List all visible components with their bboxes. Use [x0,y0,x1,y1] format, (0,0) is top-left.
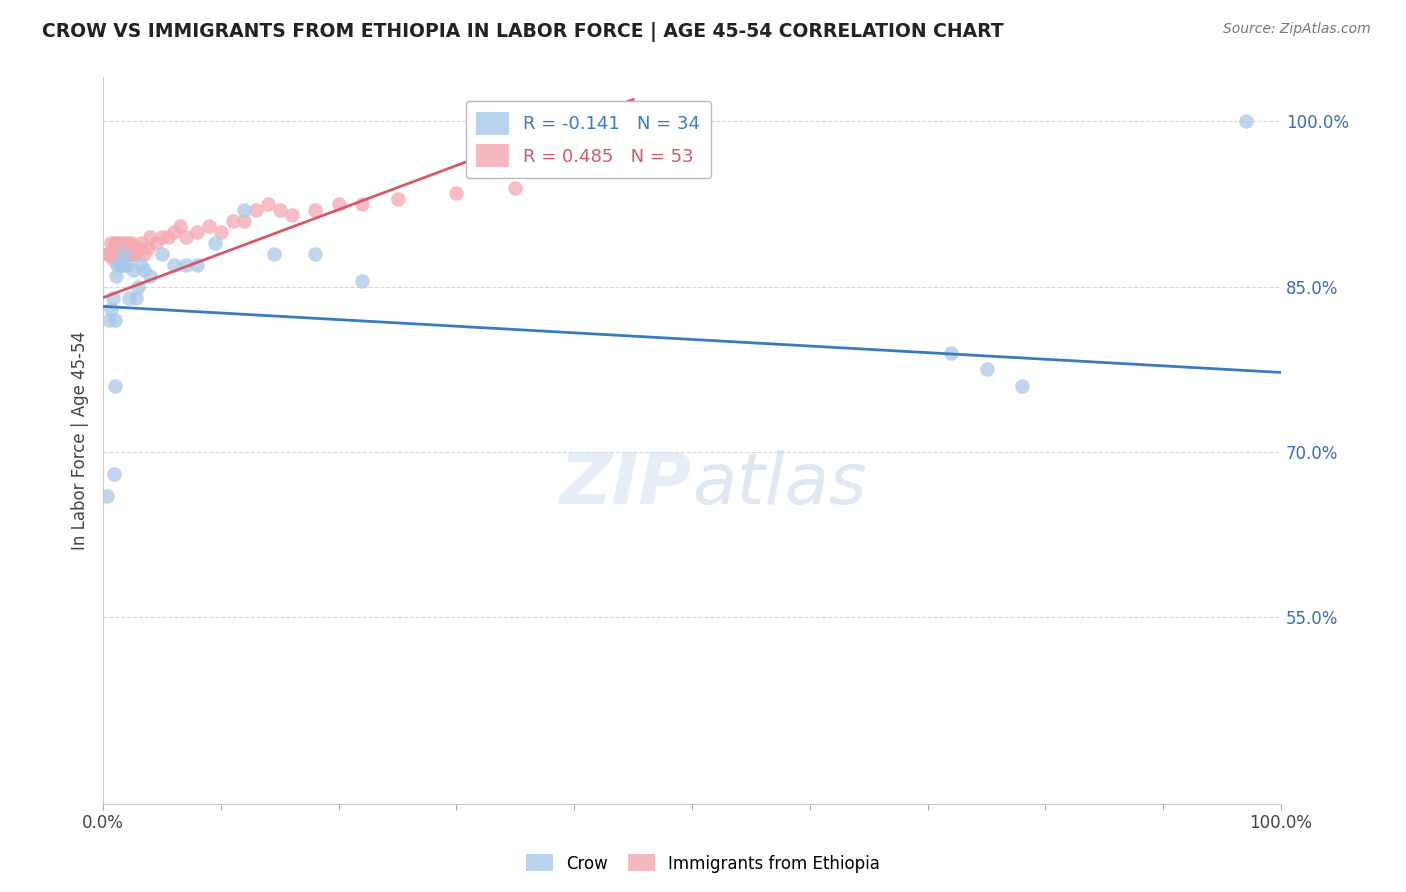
Point [186,225,208,239]
Point [112,246,135,260]
Point [129,258,152,272]
Y-axis label: In Labor Force | Age 45-54: In Labor Force | Age 45-54 [72,331,89,550]
Point [112,258,135,272]
Text: atlas: atlas [692,450,866,519]
Point [105,268,128,283]
Point [129,235,152,250]
Point [134,246,156,260]
Point [105,258,128,272]
Point [105,235,128,250]
Point [136,241,159,255]
Point [186,258,208,272]
Point [104,378,127,392]
Point [101,291,124,305]
Point [1234,114,1257,128]
Point [110,258,132,272]
Point [174,230,197,244]
Text: CROW VS IMMIGRANTS FROM ETHIOPIA IN LABOR FORCE | AGE 45-54 CORRELATION CHART: CROW VS IMMIGRANTS FROM ETHIOPIA IN LABO… [42,22,1004,42]
Point [125,246,148,260]
Point [114,246,136,260]
Point [101,252,124,266]
Point [352,274,374,288]
Legend: Crow, Immigrants from Ethiopia: Crow, Immigrants from Ethiopia [520,847,886,880]
Point [387,192,409,206]
Point [100,301,122,316]
Point [98,246,121,260]
Point [209,225,232,239]
Point [163,258,186,272]
Point [100,235,122,250]
Point [104,235,127,250]
Point [304,246,326,260]
Point [103,467,125,481]
Point [115,258,138,272]
Point [112,241,135,255]
Legend: R = -0.141   N = 34, R = 0.485   N = 53: R = -0.141 N = 34, R = 0.485 N = 53 [465,101,711,178]
Point [112,235,135,250]
Point [108,258,131,272]
Point [257,197,280,211]
Point [96,489,118,503]
Point [104,312,127,326]
Point [976,362,998,376]
Point [111,246,134,260]
Point [134,263,156,277]
Point [98,312,121,326]
Point [198,219,221,233]
Point [122,246,145,260]
Text: Source: ZipAtlas.com: Source: ZipAtlas.com [1223,22,1371,37]
Point [118,291,141,305]
Point [204,235,226,250]
Point [941,345,963,359]
Point [156,230,179,244]
Point [105,246,128,260]
Point [139,268,162,283]
Point [304,202,326,217]
Point [108,241,131,255]
Point [107,246,129,260]
Point [139,230,162,244]
Point [118,241,141,255]
Point [280,208,302,222]
Point [117,235,139,250]
Point [1011,378,1033,392]
Point [150,246,173,260]
Point [96,246,118,260]
Point [120,235,142,250]
Point [233,213,256,227]
Point [269,202,291,217]
Point [127,279,149,293]
Point [221,213,243,227]
Point [245,202,267,217]
Point [446,186,468,200]
Point [110,235,132,250]
Point [505,180,527,194]
Point [120,246,142,260]
Point [121,263,143,277]
Point [150,230,173,244]
Point [233,202,256,217]
Point [124,241,146,255]
Point [98,246,121,260]
Point [115,241,138,255]
Point [169,219,191,233]
Point [104,241,127,255]
Point [105,241,128,255]
Point [127,241,149,255]
Point [163,225,186,239]
Point [121,241,143,255]
Point [174,258,197,272]
Point [352,197,374,211]
Point [328,197,350,211]
Text: ZIP: ZIP [560,450,692,519]
Point [103,241,125,255]
Point [145,235,167,250]
Point [125,291,148,305]
Point [263,246,285,260]
